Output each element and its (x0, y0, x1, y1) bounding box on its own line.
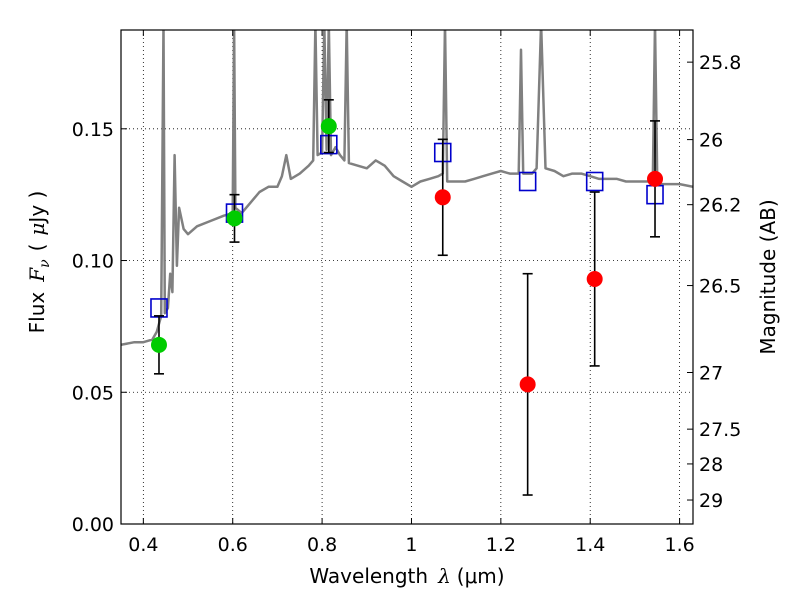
data-point (586, 270, 603, 287)
y-tick-label: 0.00 (72, 514, 114, 536)
data-point (226, 210, 243, 227)
y2-axis-label: Magnitude (AB) (756, 199, 780, 354)
spectrum-line (121, 30, 693, 347)
x-tick-label: 0.8 (307, 534, 337, 556)
data-point (150, 336, 167, 353)
x-tick-label: 0.6 (218, 534, 248, 556)
y2-tick-label: 28 (699, 454, 723, 476)
y2-tick-label: 26.5 (699, 276, 741, 298)
y-axis-label: FluxFν(μJy ) (25, 191, 53, 334)
x-tick-label: 1.4 (575, 534, 605, 556)
axis-ticks: 0.4 0.6 0.8 1 1.2 1.4 1.6 0.00 0.05 0.10 0.15 25.8 2… (72, 30, 741, 556)
y-tick-label: 0.15 (72, 119, 114, 141)
y2-tick-label: 27 (699, 363, 723, 385)
y2-tick-label: 26 (699, 130, 723, 152)
y2-tick-label: 26.2 (699, 195, 741, 217)
plot-area (121, 30, 693, 496)
y-tick-label: 0.10 (72, 251, 114, 273)
x-axis-label: Wavelength λ (μm) (309, 564, 504, 588)
model-square-marker (518, 171, 537, 192)
y2-tick-label: 29 (699, 490, 723, 512)
data-point (647, 170, 664, 187)
data-point (320, 118, 337, 135)
y2-tick-label: 25.8 (699, 52, 741, 74)
plot-frame (120, 29, 694, 525)
x-tick-label: 1 (405, 534, 417, 556)
y2-tick-label: 27.5 (699, 419, 741, 441)
y-tick-label: 0.05 (72, 382, 114, 404)
x-tick-label: 0.4 (128, 534, 158, 556)
x-tick-label: 1.6 (664, 534, 694, 556)
model-square-marker (585, 171, 604, 192)
data-point (434, 189, 451, 206)
data-point (519, 376, 536, 393)
x-tick-label: 1.2 (486, 534, 516, 556)
